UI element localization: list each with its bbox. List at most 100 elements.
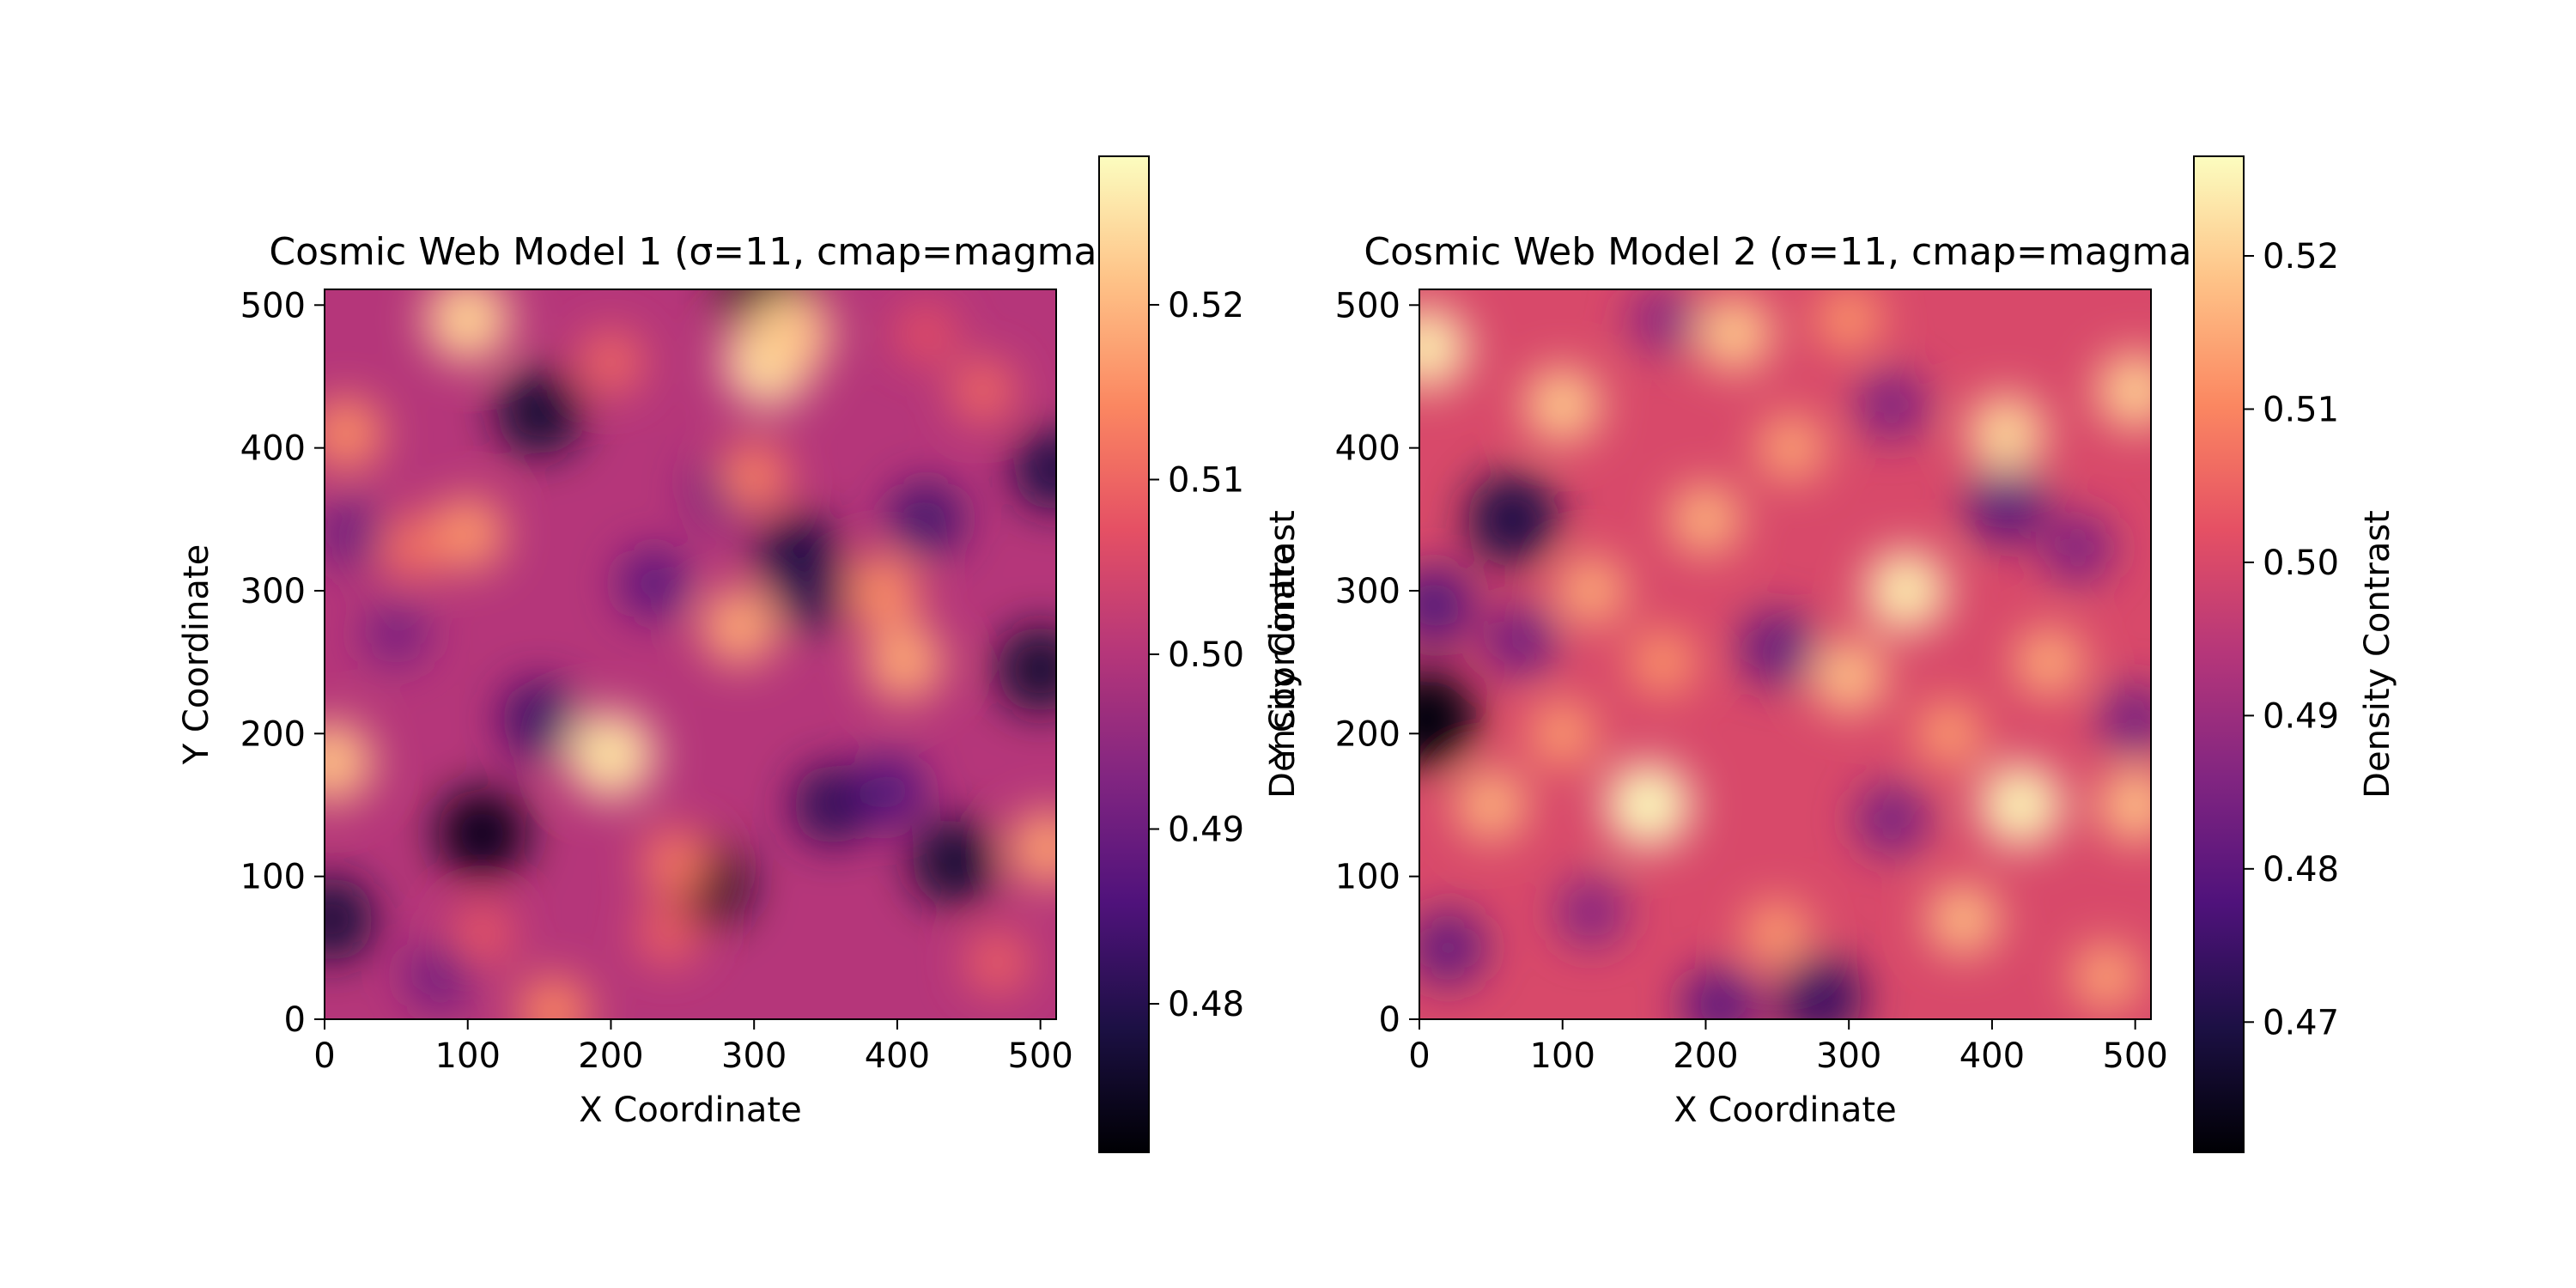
chart-title: Cosmic Web Model 2 (σ=11, cmap=magma): [1364, 230, 2206, 274]
colorbar-ticks: 0.47 0.48 0.49 0.50 0.51 0.52: [2244, 237, 2339, 1042]
y-tick-label: 0: [284, 1000, 306, 1040]
colorbar-gradient: [2193, 155, 2245, 1153]
x-axis-label: X Coordinate: [1674, 1091, 1896, 1130]
density-blob: [1556, 556, 1626, 626]
density-blob: [325, 397, 383, 471]
colorbar-tick-label: 0.47: [2263, 1003, 2339, 1042]
x-tick-label: 500: [2102, 1036, 2167, 1076]
y-tick-label: 500: [240, 286, 306, 325]
density-blob: [1816, 289, 1882, 353]
density-blob: [701, 587, 779, 665]
density-blob: [325, 877, 374, 962]
density-blob: [406, 944, 472, 1009]
density-blob: [495, 368, 583, 456]
density-blob: [1605, 762, 1692, 848]
y-tick-label: 200: [1335, 714, 1400, 754]
colorbar-tick-label: 0.50: [2263, 544, 2339, 583]
density-blob: [770, 550, 853, 632]
density-blob: [1696, 295, 1772, 372]
density-blob: [1009, 810, 1056, 886]
density-blob: [911, 818, 998, 906]
colorbar-tick-label: 0.52: [1168, 286, 1244, 325]
density-blob: [2014, 627, 2085, 697]
density-blob: [1777, 955, 1863, 1019]
colorbar-tick-label: 0.50: [1168, 635, 1244, 675]
colorbar-tick-label: 0.48: [2263, 850, 2339, 890]
x-tick-label: 0: [1408, 1036, 1430, 1076]
y-tick-label: 500: [1335, 286, 1400, 325]
y-tick-label: 100: [1335, 858, 1400, 897]
colorbar: 0.47 0.48 0.49 0.50 0.51 0.52 Density Contras…: [2193, 155, 2397, 1153]
density-blob: [896, 303, 957, 364]
density-blob: [618, 549, 690, 619]
x-axis: 0 100 200 300 400 500: [1408, 1019, 2168, 1076]
y-tick-label: 100: [240, 858, 306, 897]
x-tick-label: 0: [313, 1036, 335, 1076]
density-blob: [641, 828, 710, 896]
density-blob: [1630, 629, 1696, 696]
density-blob: [1419, 306, 1468, 390]
density-blob: [1811, 639, 1886, 714]
density-blob: [1915, 700, 1983, 768]
density-blob: [2043, 513, 2113, 583]
y-tick-label: 400: [240, 429, 306, 469]
density-blob: [1856, 370, 1927, 440]
density-blob: [2096, 352, 2151, 430]
density-blob: [1455, 769, 1527, 841]
x-tick-label: 200: [578, 1036, 643, 1076]
colorbar-tick-label: 0.48: [1168, 985, 1244, 1024]
density-blob: [1557, 878, 1625, 947]
density-blob: [1629, 289, 1697, 353]
colorbar-tick-label: 0.51: [2263, 390, 2339, 429]
density-blob: [1856, 783, 1928, 855]
density-blob: [1013, 428, 1056, 511]
x-tick-label: 100: [1530, 1036, 1595, 1076]
density-blob: [1739, 610, 1815, 686]
density-features: [1419, 289, 2151, 1019]
x-tick-label: 400: [865, 1036, 930, 1076]
density-blob: [793, 765, 873, 845]
density-blob: [636, 902, 700, 965]
density-blob: [747, 291, 833, 376]
colorbar: 0.48 0.49 0.50 0.51 0.52 Density Contrast: [1098, 155, 1303, 1153]
density-blob: [325, 720, 374, 804]
density-blob: [1524, 367, 1601, 443]
colorbar-label: Density Contrast: [1263, 510, 1303, 799]
y-tick-label: 300: [240, 572, 306, 611]
density-blob: [1757, 413, 1826, 483]
heatmap: [325, 289, 1056, 1019]
colorbar-gradient: [1098, 155, 1150, 1153]
density-blob: [1681, 966, 1759, 1019]
colorbar-tick-label: 0.51: [1168, 460, 1244, 500]
plot-frame: [1419, 289, 2152, 1020]
density-blob: [2098, 768, 2151, 842]
density-blob: [424, 289, 511, 363]
density-blob: [578, 330, 644, 395]
x-axis-label: X Coordinate: [579, 1091, 801, 1130]
density-blob: [566, 710, 656, 800]
density-blob: [1864, 549, 1948, 633]
density-blob: [965, 930, 1030, 994]
chart-2: Cosmic Web Model 2 (σ=11, cmap=magma) 0 1…: [1263, 155, 2397, 1153]
chart-1: Cosmic Web Model 1 (σ=11, cmap=magma) 0 1…: [177, 155, 1303, 1153]
x-axis: 0 100 200 300 400 500: [313, 1019, 1073, 1076]
density-blob: [1466, 473, 1558, 566]
density-blob: [1669, 483, 1742, 556]
colorbar-tick-label: 0.49: [1168, 811, 1244, 850]
x-tick-label: 300: [721, 1036, 787, 1076]
density-blob: [1419, 668, 1478, 770]
density-blob: [1927, 883, 2000, 956]
density-blob: [1966, 394, 2046, 473]
density-blob: [997, 626, 1056, 713]
density-blob: [1419, 565, 1474, 646]
heatmap: [1419, 289, 2151, 1019]
y-axis-label: Y Coordinate: [1263, 544, 1303, 765]
colorbar-tick-label: 0.52: [2263, 237, 2339, 276]
colorbar-tick-label: 0.49: [2263, 696, 2339, 736]
density-blob: [501, 681, 578, 758]
density-blob: [451, 902, 513, 964]
density-blob: [865, 623, 944, 702]
density-blob: [1978, 762, 2063, 848]
x-tick-label: 500: [1007, 1036, 1072, 1076]
